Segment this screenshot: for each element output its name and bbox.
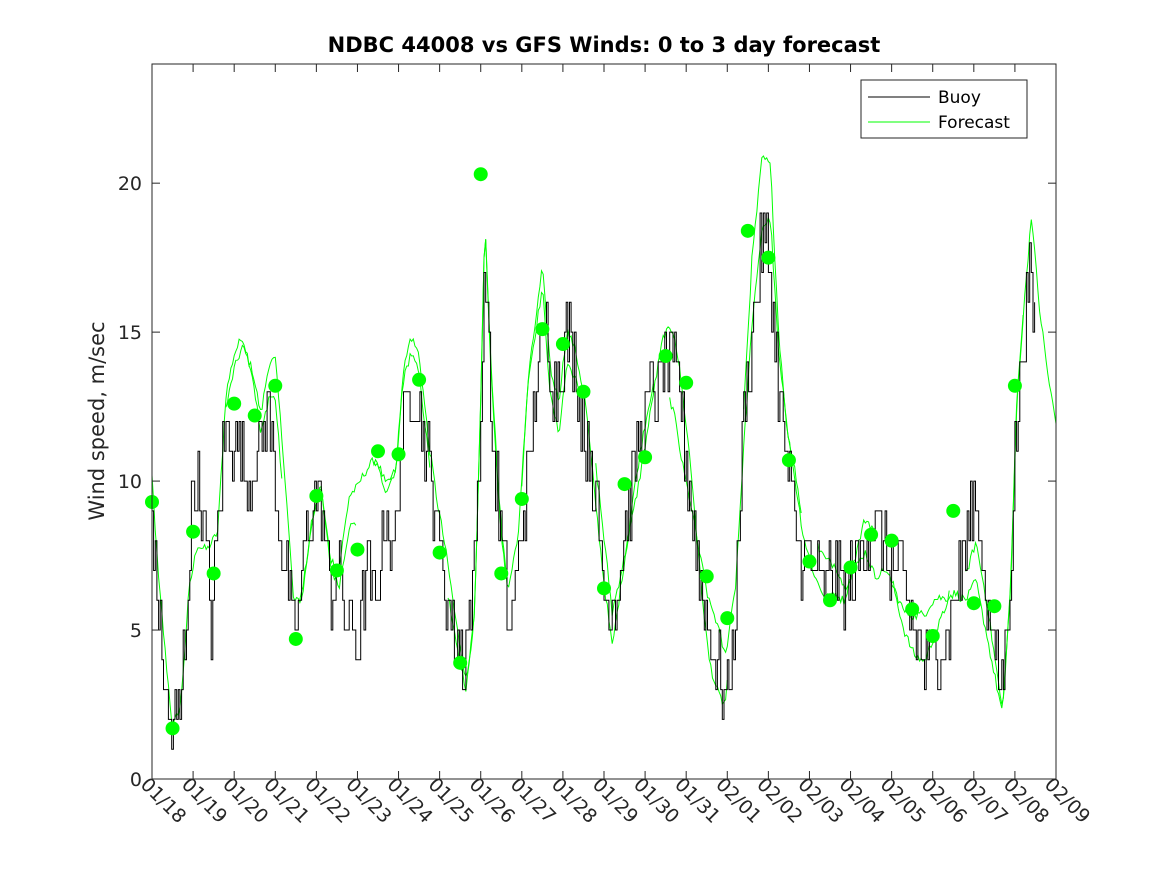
forecast-run-line	[225, 344, 357, 605]
forecast-marker-point	[391, 447, 406, 462]
forecast-marker-point	[165, 721, 180, 736]
forecast-marker-point	[432, 545, 447, 560]
forecast-marker-point	[679, 375, 694, 390]
y-tick-labels: 0 5 10 15 20	[118, 173, 142, 791]
forecast-marker-point	[597, 581, 611, 596]
legend-buoy-label: Buoy	[938, 88, 981, 108]
forecast-marker-point	[227, 396, 242, 411]
forecast-marker-point	[699, 569, 714, 584]
forecast-marker-point	[823, 593, 837, 608]
forecast-marker-point	[864, 527, 879, 542]
y-tick-label: 10	[118, 471, 142, 493]
forecast-marker-point	[802, 554, 817, 569]
forecast-marker-point	[309, 488, 324, 503]
forecast-marker-point	[966, 596, 981, 611]
y-axis-label: Wind speed, m/sec	[85, 321, 109, 520]
forecast-marker-point	[658, 348, 673, 363]
forecast-marker-point	[371, 444, 385, 459]
forecast-marker-point	[350, 542, 365, 557]
forecast-marker-point	[412, 372, 427, 387]
forecast-marker-point	[925, 629, 940, 643]
forecast-marker-point	[1007, 378, 1022, 393]
forecast-marker-point	[247, 408, 262, 423]
y-tick-label: 5	[130, 620, 142, 642]
forecast-marker-point	[946, 503, 961, 518]
forecast-run-line	[595, 326, 728, 706]
forecast-marker-point	[740, 223, 755, 238]
forecast-marker-point	[535, 322, 550, 337]
forecast-marker-point	[720, 611, 735, 626]
chart-title: NDBC 44008 vs GFS Winds: 0 to 3 day fore…	[328, 33, 881, 57]
y-tick-label: 0	[130, 769, 142, 791]
forecast-marker-point	[268, 378, 283, 393]
forecast-marker-point	[884, 533, 899, 548]
forecast-run-line	[669, 216, 802, 654]
forecast-marker-point	[494, 566, 509, 581]
forecast-marker-point	[473, 167, 488, 182]
forecast-markers	[145, 167, 1022, 736]
forecast-marker-point	[781, 453, 796, 468]
forecast-marker-point	[576, 384, 591, 399]
forecast-marker-point	[329, 563, 344, 578]
legend-forecast-label: Forecast	[938, 113, 1010, 133]
forecast-marker-point	[761, 250, 776, 265]
forecast-run-line	[447, 239, 580, 692]
forecast-marker-point	[987, 599, 1002, 614]
plot-area	[152, 64, 1056, 779]
forecast-run-line	[965, 219, 1057, 705]
forecast-marker-point	[843, 560, 858, 575]
axis-ticks	[151, 64, 1057, 780]
forecast-marker-point	[186, 524, 201, 539]
buoy-observation-line	[152, 212, 1036, 750]
buoy-series-lines	[152, 212, 1036, 750]
forecast-marker-point	[453, 655, 468, 670]
forecast-marker-point	[288, 631, 303, 646]
forecast-marker-point	[206, 566, 221, 581]
y-tick-label: 15	[118, 322, 142, 344]
legend: Buoy Forecast	[860, 79, 1028, 139]
forecast-run-line	[891, 314, 1024, 709]
forecast-marker-point	[905, 602, 920, 617]
y-tick-label: 20	[118, 173, 142, 195]
forecast-marker-point	[555, 337, 570, 352]
forecast-marker-point	[638, 450, 653, 465]
forecast-marker-point	[617, 477, 632, 492]
legend-box	[860, 79, 1028, 139]
forecast-marker-point	[514, 491, 529, 506]
